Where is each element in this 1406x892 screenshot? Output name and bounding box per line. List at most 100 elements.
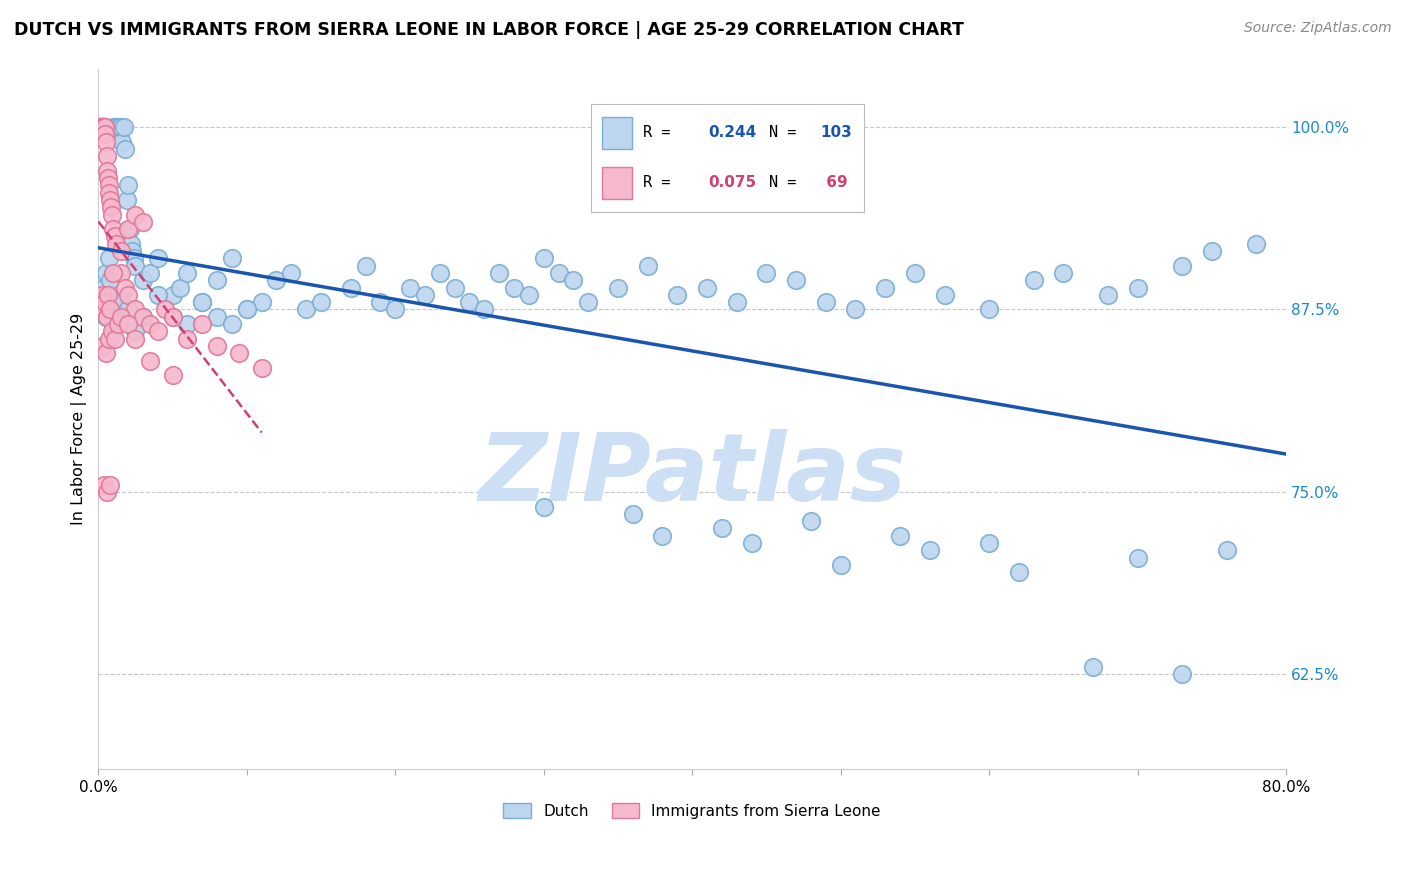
Point <box>90 295 112 310</box>
Point <box>118 222 141 236</box>
Point <box>93 477 115 491</box>
Point <box>96 149 118 163</box>
Point <box>94 266 117 280</box>
Point <box>533 500 555 514</box>
Point <box>533 252 555 266</box>
Point <box>1097 288 1119 302</box>
Point <box>153 302 176 317</box>
Point <box>250 360 273 375</box>
Point <box>98 186 121 200</box>
Point <box>132 215 155 229</box>
Point <box>96 310 118 324</box>
Point <box>93 120 115 134</box>
Point <box>399 280 422 294</box>
Point <box>98 477 121 491</box>
Point <box>98 193 121 207</box>
Point <box>977 302 1000 317</box>
Point <box>103 317 125 331</box>
Point <box>97 252 120 266</box>
Point <box>443 280 465 294</box>
Point <box>228 346 250 360</box>
Text: Source: ZipAtlas.com: Source: ZipAtlas.com <box>1244 21 1392 35</box>
Point <box>250 295 273 310</box>
Point <box>146 252 169 266</box>
Point <box>977 536 1000 550</box>
Point <box>104 332 127 346</box>
Point <box>205 273 228 287</box>
Point <box>918 543 941 558</box>
Point <box>139 317 162 331</box>
Text: DUTCH VS IMMIGRANTS FROM SIERRA LEONE IN LABOR FORCE | AGE 25-29 CORRELATION CHA: DUTCH VS IMMIGRANTS FROM SIERRA LEONE IN… <box>14 21 965 38</box>
Point <box>96 288 118 302</box>
Point <box>117 302 139 317</box>
Point <box>124 324 146 338</box>
Point <box>266 273 288 287</box>
Point <box>110 244 132 258</box>
Point <box>162 368 184 383</box>
Point <box>889 529 911 543</box>
Point <box>105 236 128 251</box>
Point <box>1126 280 1149 294</box>
Point <box>162 310 184 324</box>
Point <box>844 302 866 317</box>
Point <box>1171 667 1194 681</box>
Y-axis label: In Labor Force | Age 25-29: In Labor Force | Age 25-29 <box>72 313 87 525</box>
Point <box>1022 273 1045 287</box>
Point <box>1246 236 1268 251</box>
Point <box>87 120 110 134</box>
Point <box>176 332 198 346</box>
Point <box>89 120 111 134</box>
Point <box>122 252 145 266</box>
Point <box>96 484 118 499</box>
Point <box>236 302 259 317</box>
Point <box>651 529 673 543</box>
Point <box>814 295 837 310</box>
Point <box>146 324 169 338</box>
Point <box>280 266 302 280</box>
Point <box>107 127 129 141</box>
Point <box>162 288 184 302</box>
Point <box>429 266 451 280</box>
Point <box>117 178 139 193</box>
Point <box>94 135 117 149</box>
Point <box>800 514 823 528</box>
Point <box>1126 550 1149 565</box>
Point <box>621 507 644 521</box>
Point <box>114 142 136 156</box>
Point <box>354 259 377 273</box>
Point <box>904 266 927 280</box>
Point <box>1201 244 1223 258</box>
Point <box>94 310 117 324</box>
Point <box>89 120 111 134</box>
Point <box>696 280 718 294</box>
Point <box>103 266 125 280</box>
Point <box>176 266 198 280</box>
Point <box>384 302 406 317</box>
Point <box>107 317 129 331</box>
Point <box>875 280 897 294</box>
Point <box>93 120 115 134</box>
Point <box>103 120 125 134</box>
Point <box>120 236 142 251</box>
Point <box>94 127 117 141</box>
Point <box>1171 259 1194 273</box>
Point <box>503 280 526 294</box>
Point <box>725 295 748 310</box>
Point <box>370 295 392 310</box>
Point <box>517 288 540 302</box>
Point <box>139 353 162 368</box>
Point <box>97 288 120 302</box>
Point <box>191 295 214 310</box>
Point <box>741 536 763 550</box>
Point <box>576 295 599 310</box>
Point <box>90 120 112 134</box>
Point <box>830 558 852 572</box>
Point <box>104 120 127 134</box>
Point <box>97 171 120 186</box>
Point <box>132 310 155 324</box>
Point <box>94 295 117 310</box>
Point <box>934 288 956 302</box>
Point <box>98 302 121 317</box>
Point <box>100 295 122 310</box>
Point <box>606 280 628 294</box>
